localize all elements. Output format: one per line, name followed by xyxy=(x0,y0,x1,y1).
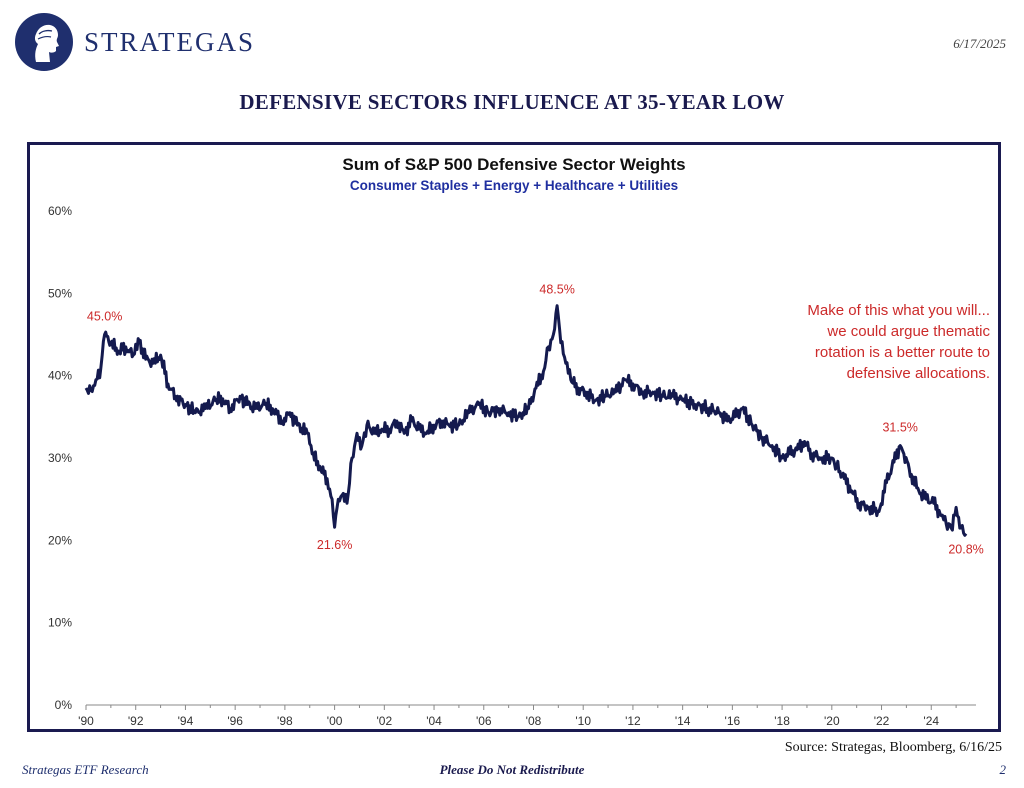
x-tick-label: '24 xyxy=(923,714,939,728)
data-label: 48.5% xyxy=(539,283,574,297)
x-tick-label: '90 xyxy=(78,714,94,728)
data-label: 31.5% xyxy=(882,421,917,435)
brand: STRATEGAS xyxy=(14,12,255,72)
data-label: 45.0% xyxy=(87,310,122,324)
x-tick-label: '16 xyxy=(725,714,741,728)
x-tick-label: '98 xyxy=(277,714,293,728)
y-tick-label: 0% xyxy=(55,698,73,712)
y-tick-label: 40% xyxy=(48,369,72,383)
y-tick-label: 10% xyxy=(48,616,72,630)
chart-note-line: we could argue thematic xyxy=(826,323,990,340)
x-tick-label: '06 xyxy=(476,714,492,728)
strategas-logo-icon xyxy=(15,13,73,71)
footer-disclaimer: Please Do Not Redistribute xyxy=(439,762,585,777)
plot-area xyxy=(84,304,968,537)
chart-note-line: Make of this what you will... xyxy=(807,302,990,319)
brand-name: STRATEGAS xyxy=(84,26,256,57)
y-tick-label: 50% xyxy=(48,286,72,300)
x-tick-label: '20 xyxy=(824,714,840,728)
x-tick-label: '22 xyxy=(874,714,890,728)
annotations: 45.0% 21.6% 48.5% 31.5% 20.8% xyxy=(87,283,984,557)
data-label: 21.6% xyxy=(317,538,352,552)
x-tick-label: '18 xyxy=(774,714,790,728)
x-tick-label: '14 xyxy=(675,714,691,728)
x-tick-label: '94 xyxy=(178,714,194,728)
report-date: 6/17/2025 xyxy=(953,36,1006,51)
chart-note-line: rotation is a better route to xyxy=(815,344,990,361)
y-tick-label: 20% xyxy=(48,533,72,547)
x-tick-label: '12 xyxy=(625,714,641,728)
chart-note: Make of this what you will... we could ar… xyxy=(807,302,990,382)
x-tick-label: '10 xyxy=(575,714,591,728)
page-number: 2 xyxy=(999,762,1007,777)
chart-note-line: defensive allocations. xyxy=(847,365,990,382)
x-tick-label: '92 xyxy=(128,714,144,728)
series-line xyxy=(84,304,968,537)
footer-research: Strategas ETF Research xyxy=(22,762,149,777)
x-tick-label: '00 xyxy=(327,714,343,728)
chart: Sum of S&P 500 Defensive Sector Weights … xyxy=(48,155,991,728)
x-tick-label: '96 xyxy=(227,714,243,728)
x-tick-label: '04 xyxy=(426,714,442,728)
y-tick-label: 30% xyxy=(48,451,72,465)
source-note: Source: Strategas, Bloomberg, 6/16/25 xyxy=(784,740,1002,755)
y-tick-label: 60% xyxy=(48,204,72,218)
y-axis: 0% 10% 20% 30% 40% 50% 60% xyxy=(48,204,72,712)
data-label: 20.8% xyxy=(948,543,983,557)
chart-subtitle: Consumer Staples + Energy + Healthcare +… xyxy=(350,178,678,193)
chart-frame xyxy=(27,142,1001,732)
x-tick-label: '02 xyxy=(377,714,393,728)
chart-title: Sum of S&P 500 Defensive Sector Weights xyxy=(342,155,685,174)
page-title: DEFENSIVE SECTORS INFLUENCE AT 35-YEAR L… xyxy=(239,90,785,114)
x-axis: '90 '92 '94 '96 '98 '00 '02 '04 '06 '08 '10 '12 '14 '… xyxy=(78,704,976,728)
x-tick-label: '08 xyxy=(526,714,542,728)
